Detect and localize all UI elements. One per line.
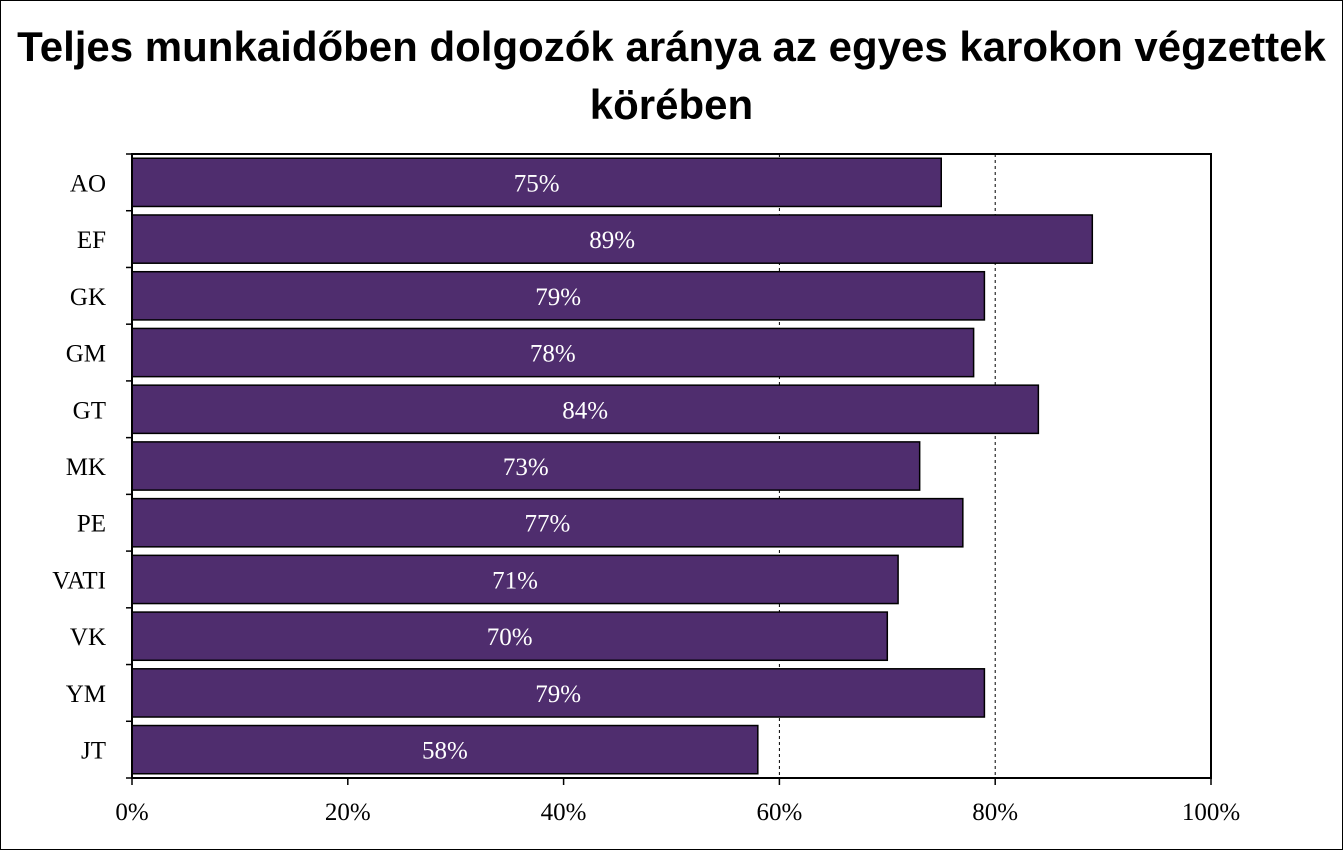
bar <box>131 384 1040 435</box>
chart-title: Teljes munkaidőben dolgozók aránya az eg… <box>17 23 1326 128</box>
category-label: VK <box>70 624 106 651</box>
category-label: JT <box>81 738 106 765</box>
x-tick-label: 60% <box>756 799 802 826</box>
data-label: 79% <box>535 681 581 708</box>
category-label: PE <box>77 511 106 538</box>
bar <box>131 554 899 605</box>
data-label: 70% <box>487 624 533 651</box>
category-label: VATI <box>52 567 106 594</box>
x-tick-label: 0% <box>115 799 148 826</box>
bar <box>131 611 889 662</box>
category-label: GK <box>70 284 106 311</box>
x-tick-label: 40% <box>541 799 587 826</box>
data-label: 89% <box>589 227 635 254</box>
data-label: 58% <box>422 738 468 765</box>
plot-border <box>131 153 1212 779</box>
bar <box>131 157 942 208</box>
category-label: MK <box>66 454 106 481</box>
data-label: 71% <box>492 567 538 594</box>
bar <box>131 668 986 718</box>
x-tick-label: 80% <box>972 799 1018 826</box>
category-label: GT <box>73 397 106 424</box>
bar <box>131 270 986 321</box>
data-label: 78% <box>530 341 576 368</box>
bar <box>131 214 1094 264</box>
data-label: 75% <box>514 170 560 197</box>
bar <box>131 724 759 775</box>
bar <box>131 441 921 491</box>
category-label: AO <box>70 170 106 197</box>
bar <box>131 497 964 548</box>
x-tick-label: 20% <box>325 799 371 826</box>
data-label: 77% <box>525 511 571 538</box>
category-label: YM <box>66 681 106 708</box>
category-label: EF <box>77 227 106 254</box>
category-label: GM <box>66 341 106 368</box>
data-label: 73% <box>503 454 549 481</box>
data-label: 79% <box>535 284 581 311</box>
x-tick-label: 100% <box>1182 799 1240 826</box>
data-label: 84% <box>562 397 608 424</box>
bar <box>131 327 975 378</box>
